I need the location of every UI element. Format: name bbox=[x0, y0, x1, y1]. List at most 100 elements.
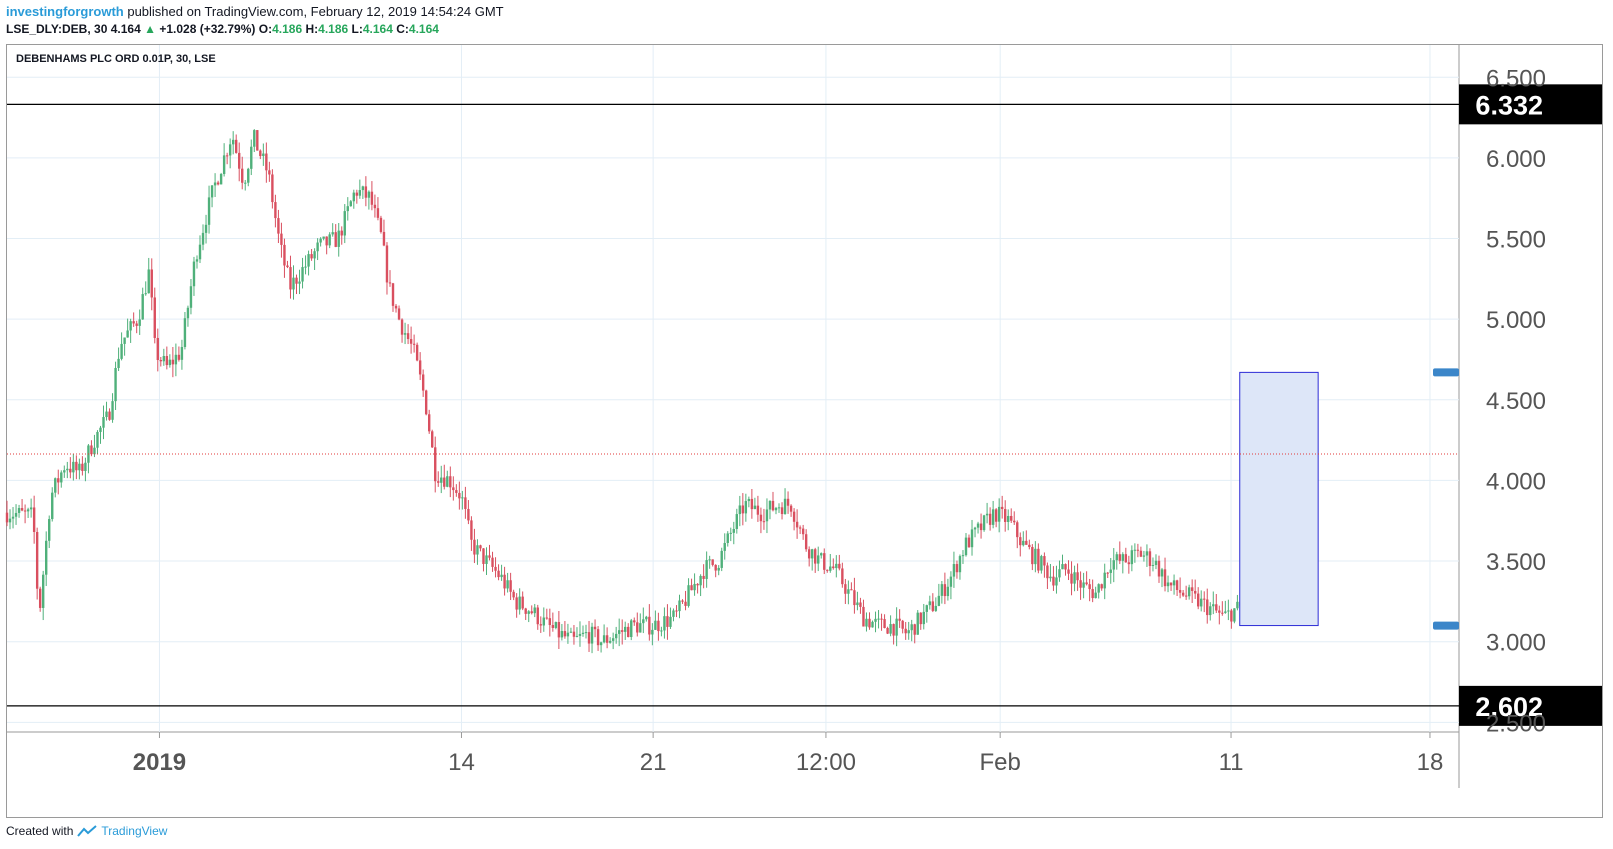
candle-body bbox=[204, 224, 208, 233]
candle-body bbox=[596, 629, 600, 646]
candle-body bbox=[1157, 560, 1161, 577]
candle-body bbox=[20, 508, 24, 511]
candle-body bbox=[198, 244, 202, 260]
candle-body bbox=[1136, 549, 1140, 551]
candle-body bbox=[51, 492, 54, 520]
candle-body bbox=[431, 431, 434, 448]
candle-body bbox=[394, 305, 398, 309]
candle-body bbox=[1013, 520, 1016, 523]
candle-body bbox=[850, 589, 853, 591]
candle-body bbox=[241, 168, 244, 183]
candle-body bbox=[515, 597, 518, 610]
candle-body bbox=[931, 601, 935, 611]
candle-body bbox=[907, 630, 910, 634]
x-tick-label: 21 bbox=[640, 749, 667, 776]
candle-body bbox=[476, 545, 479, 555]
candle-body bbox=[1010, 515, 1013, 521]
x-tick-label: 14 bbox=[448, 749, 475, 776]
candle-body bbox=[621, 630, 624, 632]
candle-body bbox=[820, 553, 823, 556]
candle-body bbox=[997, 506, 1001, 522]
y-tick-label: 6.500 bbox=[1486, 65, 1546, 92]
candle-body bbox=[349, 201, 352, 207]
candle-body bbox=[1103, 572, 1106, 589]
candle-body bbox=[397, 308, 401, 320]
candle-body bbox=[120, 343, 123, 359]
candle-body bbox=[711, 559, 714, 565]
candle-body bbox=[295, 277, 298, 284]
candle-body bbox=[207, 197, 211, 225]
author-link[interactable]: investingforgrowth bbox=[6, 4, 124, 19]
candle-body bbox=[994, 509, 998, 522]
candle-body bbox=[714, 564, 717, 571]
tradingview-link[interactable]: TradingView bbox=[101, 824, 168, 838]
candle-body bbox=[93, 447, 96, 455]
candle-body bbox=[1148, 551, 1152, 566]
candle-body bbox=[168, 359, 172, 366]
candle-body bbox=[391, 283, 395, 306]
candle-body bbox=[17, 508, 21, 513]
candle-body bbox=[60, 472, 63, 483]
candle-body bbox=[756, 505, 760, 515]
candle-body bbox=[940, 584, 944, 596]
candle-body bbox=[539, 624, 542, 626]
candle-body bbox=[708, 559, 711, 561]
candle-body bbox=[633, 620, 636, 623]
candle-body bbox=[358, 190, 362, 196]
candle-body bbox=[156, 337, 159, 361]
candle-body bbox=[180, 346, 184, 360]
candle-body bbox=[865, 618, 868, 627]
candle-body bbox=[747, 498, 751, 502]
candle-body bbox=[889, 624, 892, 634]
candle-body bbox=[630, 620, 633, 638]
candle-body bbox=[946, 586, 950, 597]
candle-body bbox=[268, 170, 271, 175]
candle-body bbox=[5, 512, 9, 523]
candle-body bbox=[624, 626, 627, 632]
candle-body bbox=[1019, 537, 1022, 546]
candle-body bbox=[771, 500, 775, 511]
candle-body bbox=[762, 521, 766, 523]
candle-body bbox=[1100, 584, 1103, 589]
candle-body bbox=[922, 611, 925, 625]
candle-body bbox=[1049, 576, 1052, 579]
candle-body bbox=[458, 492, 461, 499]
candle-body bbox=[551, 625, 555, 628]
candle-body bbox=[1145, 551, 1149, 556]
candle-body bbox=[1031, 547, 1034, 565]
candle-body bbox=[1227, 610, 1230, 612]
candle-body bbox=[250, 146, 253, 169]
candle-body bbox=[853, 590, 856, 606]
candle-body bbox=[814, 549, 817, 564]
candle-body bbox=[1163, 569, 1167, 587]
candle-body bbox=[14, 512, 18, 517]
candle-body bbox=[289, 267, 292, 290]
candle-body bbox=[566, 632, 570, 637]
candle-body bbox=[277, 218, 280, 234]
candle-body bbox=[1097, 584, 1100, 593]
candle-body bbox=[928, 601, 932, 606]
candle-body bbox=[26, 509, 30, 512]
high-label: H: bbox=[305, 22, 319, 36]
candle-body bbox=[810, 549, 814, 559]
candle-body bbox=[222, 155, 226, 175]
candle-body bbox=[1121, 554, 1125, 561]
candle-body bbox=[617, 630, 621, 634]
candle-body bbox=[636, 622, 639, 633]
publish-header: investingforgrowth published on TradingV… bbox=[6, 4, 504, 19]
candle-body bbox=[886, 627, 889, 634]
y-tick-label: 2.500 bbox=[1486, 710, 1546, 737]
candle-body bbox=[1076, 572, 1079, 581]
candle-body bbox=[485, 555, 488, 564]
candle-body bbox=[868, 618, 871, 628]
candle-body bbox=[57, 478, 60, 483]
candle-body bbox=[117, 358, 120, 368]
candle-body bbox=[427, 414, 431, 432]
candle-body bbox=[298, 281, 301, 284]
candle-body bbox=[967, 537, 971, 548]
candle-body bbox=[1142, 555, 1146, 557]
candle-body bbox=[1187, 587, 1191, 597]
close-label: C: bbox=[396, 22, 409, 36]
candle-body bbox=[461, 497, 464, 499]
